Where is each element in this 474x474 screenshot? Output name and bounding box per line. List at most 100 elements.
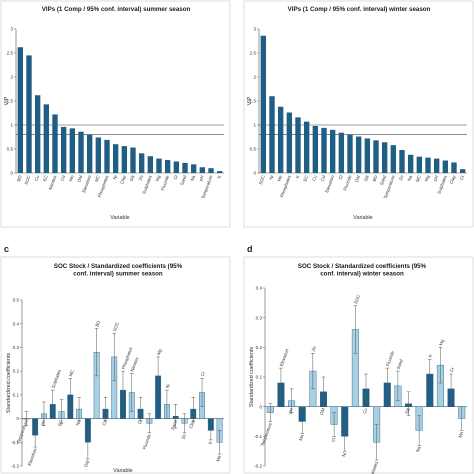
category-label: EC — [42, 175, 49, 182]
y-tick-label: 0.5 — [250, 147, 257, 152]
category-label: BD — [372, 175, 379, 182]
y-tick-label: 0.4 — [256, 286, 263, 291]
category-label: Cd — [59, 174, 66, 182]
category-label: Mg — [156, 348, 163, 356]
bar — [364, 138, 371, 173]
category-label: MC — [94, 175, 101, 183]
y-tick-label: 0.3 — [13, 345, 20, 350]
category-label: SOC — [258, 175, 266, 186]
y-axis-label: Standardized coefficients — [249, 347, 255, 407]
bar — [459, 169, 466, 173]
chart-title: SOC Stock / Standardized coefficients (9… — [298, 263, 427, 270]
bar — [43, 104, 50, 173]
bar — [199, 167, 206, 173]
category-label: Zn — [180, 433, 187, 440]
bar — [269, 96, 275, 173]
category-label: Nitrates — [48, 174, 58, 191]
category-label: MC — [415, 175, 422, 183]
category-label: Silt — [404, 407, 411, 415]
y-axis-label: Standardized coefficients — [6, 353, 12, 413]
y-tick-label: -0.1 — [254, 434, 262, 439]
bar — [433, 158, 440, 173]
x-axis-label: Variable — [110, 215, 129, 221]
category-label: Zn — [311, 345, 318, 352]
category-label: pH — [198, 175, 205, 182]
vip-summer-chart: VIPs (1 Comp / 95% conf. interval) summe… — [4, 6, 224, 221]
category-label: OM — [76, 174, 83, 183]
vip-winter-chart: VIPs (1 Comp / 95% conf. interval) winte… — [247, 6, 467, 221]
chart-title: VIPs (1 Comp / 95% conf. interval) summe… — [42, 6, 191, 13]
bar — [164, 160, 171, 173]
category-label: Cl — [330, 437, 336, 443]
y-tick-label: 0.2 — [13, 369, 20, 374]
y-tick-label: 2.5 — [250, 51, 257, 56]
y-tick-label: 1 — [253, 123, 256, 128]
category-label: Cr — [459, 174, 465, 181]
chart-title: SOC Stock / Standardized coefficients (9… — [54, 263, 183, 270]
category-label: K — [216, 175, 222, 180]
category-label: Mg — [155, 174, 162, 182]
category-label: Sand — [179, 174, 187, 186]
y-tick-label: -0.2 — [254, 464, 262, 469]
bar — [321, 127, 327, 173]
y-tick-label: 2 — [10, 75, 13, 80]
bar — [416, 156, 423, 173]
y-tick-label: 3 — [253, 27, 256, 32]
bar — [451, 162, 457, 173]
category-label: Zn — [398, 174, 405, 181]
category-label: Silt — [129, 174, 136, 182]
y-tick-label: 0.5 — [13, 298, 20, 303]
category-label: Sulphates — [50, 368, 62, 389]
category-label: Ni — [341, 452, 347, 458]
category-label: Na — [75, 419, 82, 427]
bar — [329, 129, 336, 173]
category-label: Cu — [362, 407, 369, 415]
bar — [425, 157, 431, 173]
panel-c-frame — [0, 256, 231, 474]
category-label: Mn — [68, 174, 75, 182]
bar — [373, 140, 379, 173]
bar — [312, 125, 319, 173]
bar — [182, 162, 188, 173]
bar — [190, 164, 197, 173]
category-label: Mn — [276, 174, 283, 182]
y-tick-label: 2 — [253, 75, 256, 80]
category-label: K — [295, 175, 301, 180]
bar — [130, 147, 136, 173]
category-label: Sand — [170, 419, 178, 431]
bar — [442, 160, 449, 173]
category-label: Fluoride — [142, 433, 152, 450]
category-label: Mg — [424, 174, 431, 182]
category-label: Clay — [449, 174, 457, 185]
bar — [156, 158, 162, 173]
y-tick-label: -0.2 — [11, 464, 19, 469]
bar — [60, 126, 67, 173]
bar — [208, 168, 214, 173]
bar — [295, 117, 301, 173]
category-label: Mg — [438, 338, 445, 346]
bar — [17, 47, 24, 173]
category-label: Elevation — [324, 174, 335, 193]
category-label: Ni — [268, 175, 274, 181]
category-label: SOC — [23, 175, 31, 186]
chart-title: VIPs (1 Comp / 95% conf. interval) winte… — [288, 6, 431, 13]
bar — [26, 55, 32, 173]
chart-title: conf. interval) summer season — [73, 271, 163, 278]
y-tick-label: 0.2 — [256, 345, 263, 350]
category-label: Cr — [449, 366, 455, 373]
category-label: EC — [57, 419, 64, 426]
category-label: Sand — [379, 174, 387, 186]
bar — [69, 128, 76, 173]
bar — [173, 161, 180, 173]
category-label: Elevation — [81, 174, 92, 193]
y-tick-label: 0.1 — [13, 392, 20, 397]
panel-d-frame — [243, 256, 474, 474]
bar — [112, 144, 119, 173]
category-label: Zn — [138, 174, 145, 181]
chart-title: conf. interval) winter season — [320, 271, 404, 278]
bar — [95, 137, 102, 173]
category-label: Fluoride — [160, 174, 170, 191]
category-label: BD — [94, 320, 101, 327]
category-label: Na — [189, 174, 196, 182]
bar — [86, 134, 93, 173]
